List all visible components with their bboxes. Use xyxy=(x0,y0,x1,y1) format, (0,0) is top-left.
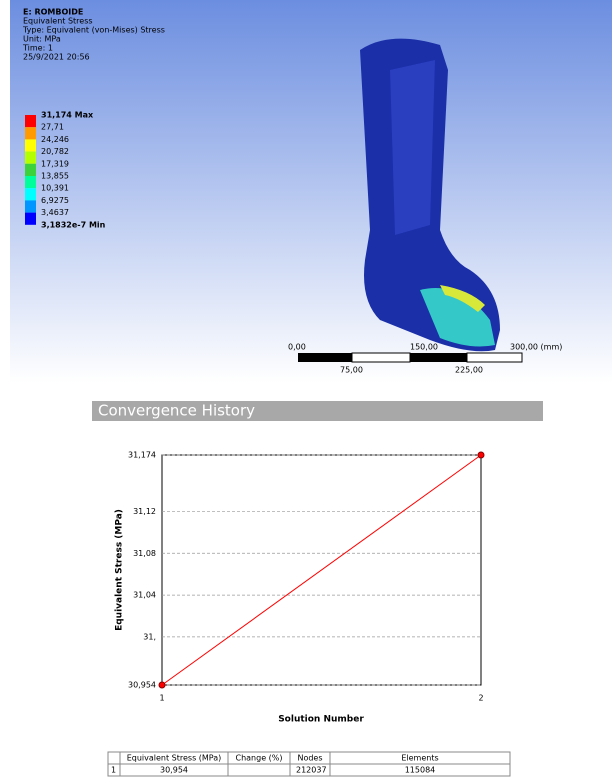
scale-label: 75,00 xyxy=(340,366,363,375)
legend-label: 6,9275 xyxy=(41,196,69,205)
legend-label: 17,319 xyxy=(41,159,69,168)
legend-swatch xyxy=(25,164,36,176)
table-header: Equivalent Stress (MPa) xyxy=(127,754,222,763)
page: Convergence History Solution Number Equi… xyxy=(0,0,612,777)
table-cell: 1 xyxy=(111,766,116,775)
legend-swatch xyxy=(25,188,36,200)
table-header: Nodes xyxy=(297,754,322,763)
legend-label: 20,782 xyxy=(41,147,69,156)
x-tick-label: 1 xyxy=(159,694,164,703)
scale-label: 0,00 xyxy=(288,343,306,352)
y-tick-label: 30,954 xyxy=(128,681,156,690)
table-cell: 30,954 xyxy=(160,766,188,775)
header-line: E: ROMBOIDE xyxy=(23,8,83,17)
scale-label: 300,00 (mm) xyxy=(510,343,562,352)
screen: Convergence History Solution Number Equi… xyxy=(0,0,612,777)
legend-label: 24,246 xyxy=(41,135,69,144)
y-tick-label: 31,04 xyxy=(133,591,156,600)
legend-label: 3,1832e-7 Min xyxy=(41,220,106,229)
scale-bar xyxy=(298,353,522,362)
y-tick-label: 31, xyxy=(143,632,156,641)
legend-label: 3,4637 xyxy=(41,208,69,217)
legend-label: 13,855 xyxy=(41,172,69,181)
legend-label: 31,174 Max xyxy=(41,111,94,120)
legend-swatch xyxy=(25,115,36,127)
legend-swatch xyxy=(25,176,36,188)
y-axis-label: Equivalent Stress (MPa) xyxy=(115,509,125,631)
scale-label: 150,00 xyxy=(410,343,438,352)
table-header: Elements xyxy=(401,754,438,763)
series-line xyxy=(162,455,481,685)
x-tick-label: 2 xyxy=(478,694,483,703)
table-header: Change (%) xyxy=(235,754,282,763)
legend-swatch xyxy=(25,213,36,225)
y-tick-label: 31,08 xyxy=(133,549,156,558)
legend-swatch xyxy=(25,200,36,212)
header-line: 25/9/2021 20:56 xyxy=(23,53,90,62)
legend-swatch xyxy=(25,127,36,139)
table-cell: 115084 xyxy=(405,766,436,775)
header-line: Type: Equivalent (von-Mises) Stress xyxy=(22,26,165,35)
viewport xyxy=(10,0,612,383)
boot-panel xyxy=(390,60,435,235)
table-cell: 212037 xyxy=(296,766,327,775)
scale-label: 225,00 xyxy=(455,366,483,375)
legend-label: 27,71 xyxy=(41,123,64,132)
data-point xyxy=(478,452,484,458)
panel-title: Convergence History xyxy=(98,402,255,420)
header-line: Equivalent Stress xyxy=(23,17,93,26)
legend-label: 10,391 xyxy=(41,184,69,193)
data-point xyxy=(159,682,165,688)
header-line: Time: 1 xyxy=(22,44,53,53)
table: Equivalent Stress (MPa) Change (%) Nodes… xyxy=(108,752,510,776)
header-line: Unit: MPa xyxy=(23,35,61,44)
x-axis-label: Solution Number xyxy=(278,715,364,725)
legend-swatch xyxy=(25,139,36,151)
y-tick-label: 31,174 xyxy=(128,451,156,460)
legend-swatch xyxy=(25,152,36,164)
y-tick-label: 31,12 xyxy=(133,507,156,516)
